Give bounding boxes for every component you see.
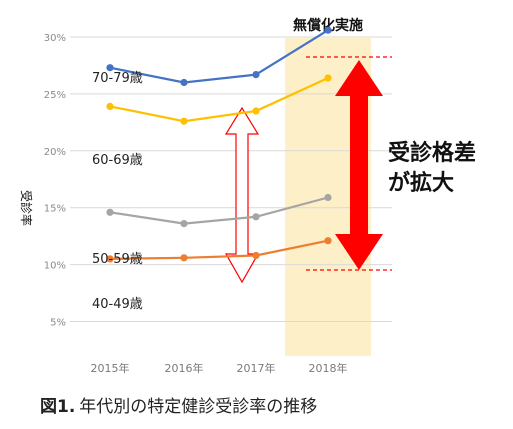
data-point [106, 102, 114, 110]
data-point [252, 107, 260, 115]
y-axis-label: 受診率 [19, 190, 34, 226]
y-tick-label: 20% [44, 147, 66, 158]
data-point [252, 71, 260, 79]
gap-2017-arrow [224, 106, 260, 284]
y-tick-label: 30% [44, 33, 66, 44]
x-tick-label: 2015年 [91, 361, 130, 375]
data-point [106, 208, 114, 216]
x-axis-ticks: 2015年 2016年 2017年 2018年 [91, 361, 348, 375]
figure-caption: 図1. 年代別の特定健診受診率の推移 [40, 392, 317, 417]
y-axis-ticks: 5% 10% 15% 20% 25% 30% [44, 33, 66, 329]
y-tick-label: 5% [50, 318, 66, 329]
series-line [109, 196, 329, 225]
data-point [106, 255, 114, 263]
data-point [324, 74, 332, 82]
series-line [109, 29, 329, 84]
data-point [324, 237, 332, 245]
gap-annotation-line1: 受診格差 [388, 140, 476, 166]
figure-caption-text: 年代別の特定健診受診率の推移 [79, 397, 318, 417]
y-tick-label: 15% [44, 204, 66, 215]
highlight-band-title: 無償化実施 [293, 17, 363, 34]
series-label-50-59: 50-59歳 [92, 252, 143, 267]
series-line [109, 77, 329, 123]
gap-annotation-line2: が拡大 [388, 170, 454, 196]
data-point [180, 117, 188, 125]
y-tick-label: 25% [44, 90, 66, 101]
x-tick-label: 2018年 [309, 361, 348, 375]
data-point [324, 26, 332, 34]
series-label-60-69: 60-69歳 [92, 153, 143, 168]
series-group [106, 26, 332, 263]
data-point [324, 193, 332, 202]
x-tick-label: 2017年 [237, 361, 276, 375]
data-point [180, 78, 188, 87]
data-point [180, 254, 188, 262]
data-point [252, 213, 260, 221]
y-tick-label: 10% [44, 261, 66, 272]
data-point [180, 220, 188, 228]
gap-2018-arrow [335, 60, 383, 270]
series-label-40-49: 40-49歳 [92, 297, 143, 312]
series-line [109, 239, 329, 260]
data-point [106, 64, 114, 72]
data-point [252, 251, 260, 260]
figure-number: 図1. [40, 397, 76, 417]
x-tick-label: 2016年 [165, 361, 204, 375]
gridlines [70, 36, 392, 322]
series-label-70-79: 70-79歳 [92, 71, 143, 86]
chart: 無償化実施 5%10%15%20%25%30% 2015年 2016年 2017年 2… [19, 17, 476, 375]
